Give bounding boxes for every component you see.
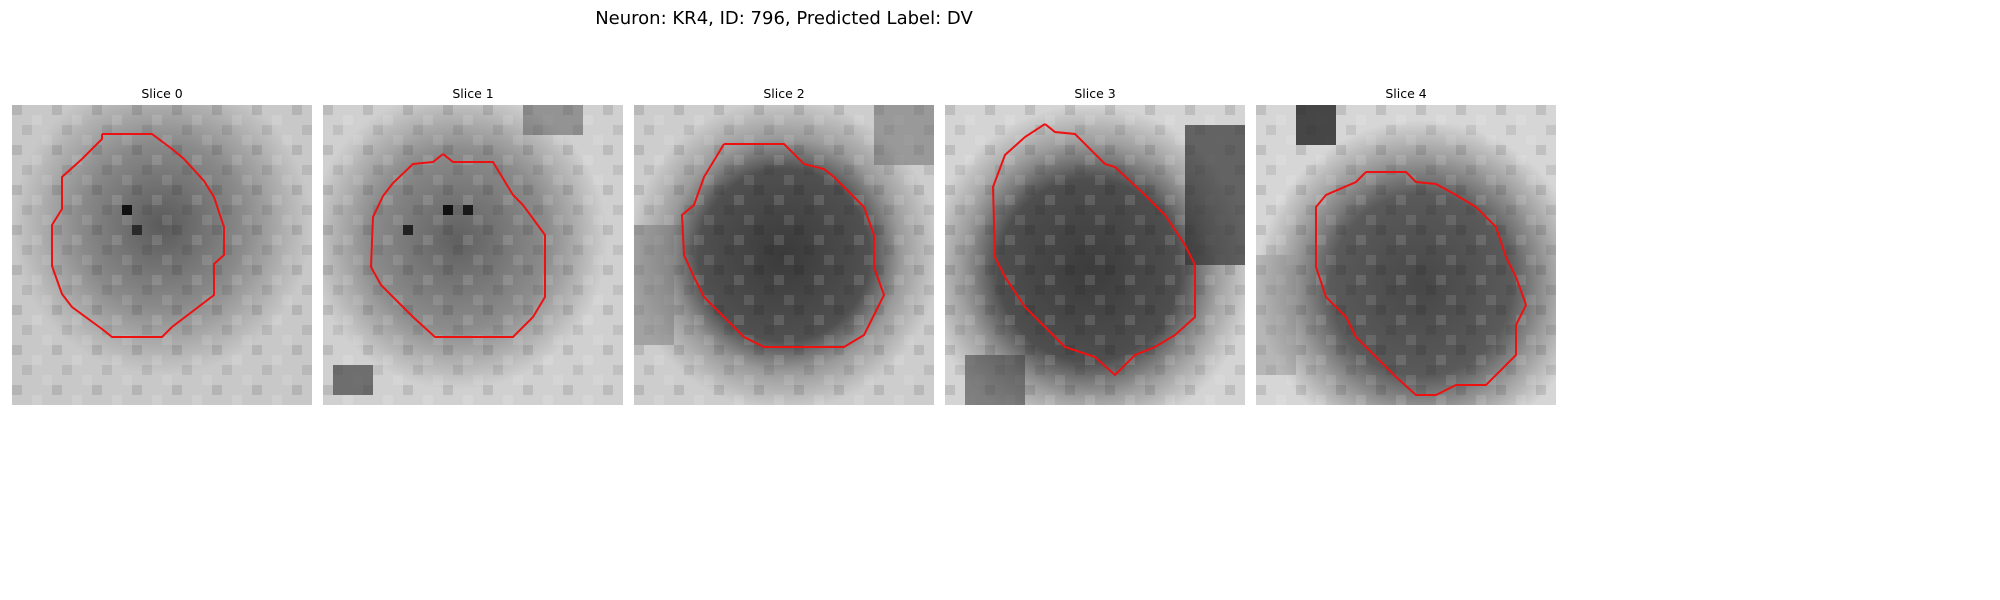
- slice-2-contour: [680, 143, 886, 348]
- slice-2-image: [634, 105, 934, 405]
- slice-0-title: Slice 0: [141, 86, 183, 101]
- slice-2-title: Slice 2: [763, 86, 805, 101]
- slice-0-image: [12, 105, 312, 405]
- slice-3-image: [945, 105, 1245, 405]
- slice-3-title: Slice 3: [1074, 86, 1116, 101]
- slice-4-image: [1256, 105, 1556, 405]
- slice-4-title: Slice 4: [1385, 86, 1427, 101]
- slice-3-contour: [991, 123, 1196, 377]
- slice-1-title: Slice 1: [452, 86, 494, 101]
- slice-4-contour: [1315, 171, 1528, 396]
- slice-1-image: [323, 105, 623, 405]
- figure-title: Neuron: KR4, ID: 796, Predicted Label: D…: [595, 8, 973, 29]
- slice-0-contour: [51, 133, 225, 338]
- slice-1-contour: [369, 153, 546, 338]
